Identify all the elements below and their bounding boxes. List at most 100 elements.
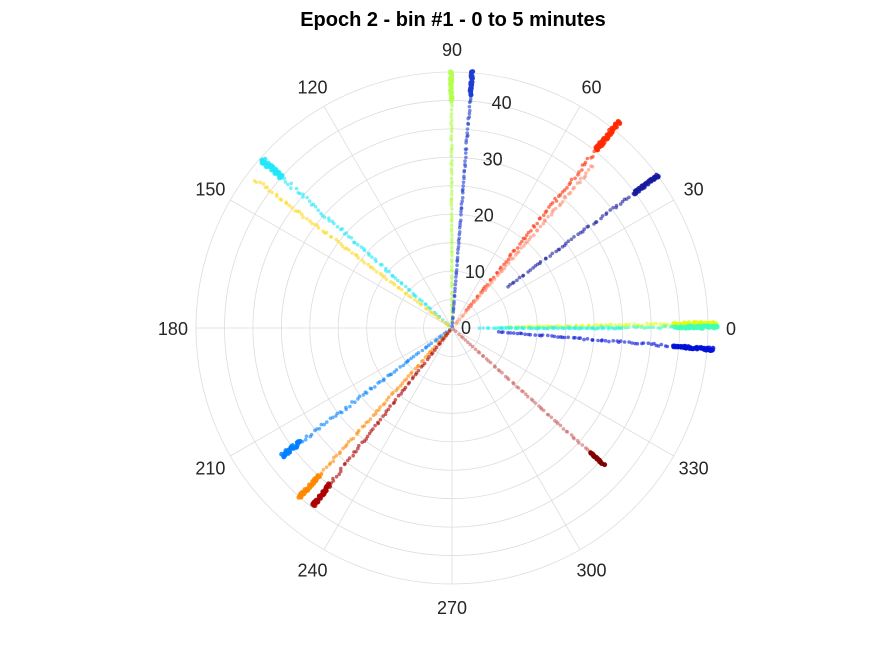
scatter-point xyxy=(501,330,505,334)
scatter-point xyxy=(267,189,271,193)
scatter-point xyxy=(419,359,424,364)
scatter-point xyxy=(520,239,524,244)
scatter-point xyxy=(419,365,424,369)
scatter-point xyxy=(373,257,378,262)
scatter-point xyxy=(461,313,466,317)
scatter-point xyxy=(416,300,420,304)
scatter-point xyxy=(468,342,473,347)
scatter-point xyxy=(495,273,500,278)
axis-labels: 0 30 60 90 120 150 180 210 240 270 300 330 0 10 20 30 40 xyxy=(158,40,736,618)
scatter-point xyxy=(622,340,627,344)
scatter-point xyxy=(440,319,445,323)
scatter-point xyxy=(381,378,386,383)
scatter-point xyxy=(355,242,360,247)
scatter-point xyxy=(364,420,369,425)
scatter-point xyxy=(493,365,498,369)
scatter-point xyxy=(582,227,586,231)
scatter-point xyxy=(608,208,612,212)
scatter-point xyxy=(449,245,454,250)
scatter-point xyxy=(413,298,417,302)
scatter-point xyxy=(580,168,584,172)
scatter-point xyxy=(515,326,520,331)
scatter-point xyxy=(351,453,356,458)
scatter-point xyxy=(548,254,552,258)
scatter-point xyxy=(580,326,584,330)
scatter-point xyxy=(452,293,457,298)
scatter-point xyxy=(301,215,305,219)
scatter-point xyxy=(368,265,373,270)
scatter-point xyxy=(469,303,474,308)
scatter-point xyxy=(578,177,583,181)
scatter-point xyxy=(348,404,352,409)
scatter-point xyxy=(609,322,614,327)
scatter-point xyxy=(450,290,454,295)
scatter-point xyxy=(392,370,397,374)
scatter-point xyxy=(580,443,585,447)
scatter-point xyxy=(454,268,459,272)
scatter-point xyxy=(594,220,599,224)
scatter-point xyxy=(363,390,368,395)
scatter-point xyxy=(585,326,589,331)
scatter-point xyxy=(449,154,454,158)
scatter-point xyxy=(343,246,347,251)
scatter-point xyxy=(542,213,546,217)
scatter-point xyxy=(512,280,516,285)
scatter-point xyxy=(317,426,322,431)
scatter-point xyxy=(457,241,461,246)
scatter-point xyxy=(381,402,386,407)
scatter-point xyxy=(526,394,530,399)
scatter-point xyxy=(328,235,333,239)
scatter-point xyxy=(409,356,413,361)
scatter-point xyxy=(572,235,576,239)
scatter-point xyxy=(450,258,454,263)
scatter-point xyxy=(414,352,419,357)
scatter-point xyxy=(450,215,454,219)
scatter-point xyxy=(319,211,323,216)
scatter-point xyxy=(464,155,468,160)
scatter-point xyxy=(460,196,465,200)
scatter-point xyxy=(536,326,541,331)
angular-tick-label: 60 xyxy=(582,77,602,97)
scatter-point xyxy=(600,214,605,218)
scatter-point xyxy=(322,422,327,427)
angular-tick-label: 150 xyxy=(195,179,225,199)
scatter-point xyxy=(458,223,462,228)
scatter-point xyxy=(568,190,573,195)
radial-tick-label: 20 xyxy=(474,206,494,226)
scatter-point xyxy=(618,202,623,206)
scatter-point xyxy=(390,392,394,397)
scatter-point xyxy=(499,326,504,331)
scatter-point xyxy=(518,242,522,246)
scatter-point xyxy=(384,277,389,282)
scatter-point xyxy=(279,451,284,457)
scatter-point xyxy=(324,465,329,470)
scatter-point xyxy=(577,327,581,331)
scatter-point xyxy=(546,214,550,219)
scatter-point xyxy=(586,224,591,229)
scatter-point xyxy=(387,269,391,274)
scatter-point xyxy=(398,383,403,388)
scatter-point xyxy=(459,218,463,223)
angular-tick-label: 330 xyxy=(679,459,709,479)
scatter-point xyxy=(450,143,454,148)
scatter-point xyxy=(658,322,663,327)
scatter-point xyxy=(321,467,326,472)
scatter-point xyxy=(651,322,655,327)
scatter-point xyxy=(352,240,356,245)
scatter-point xyxy=(538,216,542,220)
scatter-point xyxy=(390,273,395,278)
scatter-point xyxy=(529,235,533,239)
scatter-point xyxy=(627,322,632,327)
scatter-point xyxy=(339,469,343,474)
scatter-point xyxy=(617,322,622,327)
scatter-point xyxy=(563,326,567,331)
scatter-point xyxy=(398,365,403,369)
scatter-point xyxy=(549,415,554,420)
scatter-point xyxy=(396,393,401,398)
scatter-point xyxy=(294,186,299,191)
scatter-point xyxy=(313,222,317,227)
scatter-point xyxy=(503,326,507,330)
scatter-point xyxy=(454,275,458,279)
scatter-point xyxy=(535,228,540,232)
